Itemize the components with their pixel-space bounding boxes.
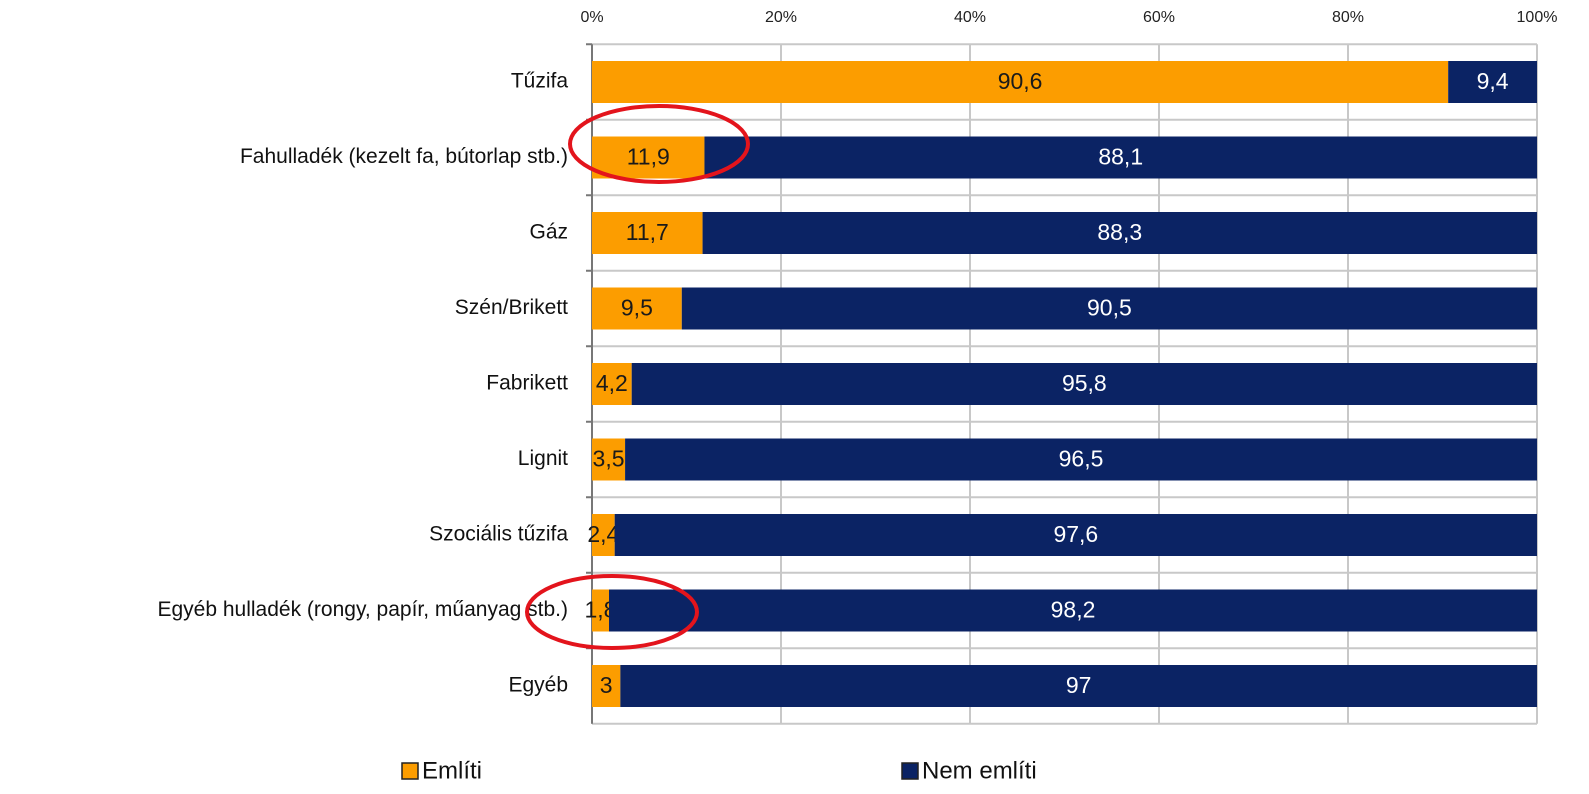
bar-segment [631, 363, 1537, 405]
category-label: Fabrikett [486, 372, 568, 395]
x-tick-label: 80% [1332, 9, 1364, 26]
bar-segment [592, 212, 703, 254]
bar-segment [592, 514, 615, 556]
data-label: 97 [1066, 672, 1092, 698]
data-label: 95,8 [1062, 370, 1107, 396]
category-label: Szociális tűzifa [429, 523, 568, 546]
data-label: 9,4 [1477, 68, 1509, 94]
legend-swatch [901, 762, 919, 780]
bar-segment [620, 665, 1537, 707]
data-label: 88,3 [1097, 219, 1142, 245]
category-label: Gáz [529, 221, 568, 244]
data-label: 3 [600, 672, 613, 698]
data-label: 90,6 [998, 68, 1043, 94]
bar-segment [592, 589, 610, 632]
bar-segment [702, 212, 1537, 254]
bar-segment [614, 514, 1537, 556]
bar-segment [592, 363, 632, 405]
bar-segment [592, 61, 1449, 103]
data-label: 9,5 [621, 295, 653, 321]
category-label: Fahulladék (kezelt fa, bútorlap stb.) [240, 145, 568, 168]
category-label: Egyéb [508, 674, 568, 697]
highlight-ellipse [568, 104, 750, 184]
bar-segment [1448, 61, 1537, 103]
legend-label: Nem említi [922, 757, 1037, 784]
x-tick-label: 20% [765, 9, 797, 26]
x-tick-label: 0% [580, 9, 603, 26]
bar-segment [592, 665, 621, 707]
data-label: 97,6 [1053, 521, 1098, 547]
data-label: 11,7 [626, 219, 669, 245]
data-label: 2,4 [587, 521, 619, 547]
plot-area: 0% 20% 40% 60% 80% 100% Tűzifa 90,6 9,4 Fahulladé… [157, 9, 1557, 784]
category-label: Tűzifa [511, 70, 569, 93]
data-label: 90,5 [1087, 295, 1132, 321]
data-label: 98,2 [1051, 597, 1096, 623]
bar-segment [592, 287, 682, 330]
legend-swatch [401, 762, 419, 780]
bar-segment [625, 438, 1537, 481]
data-label: 4,2 [596, 370, 628, 396]
x-tick-label: 100% [1517, 9, 1558, 26]
bar-segment [704, 136, 1537, 179]
bar-segment [681, 287, 1537, 330]
bar-segment [592, 438, 626, 481]
data-label: 11,9 [627, 144, 670, 170]
highlight-ellipse [525, 574, 699, 650]
bar-segment [609, 589, 1537, 632]
data-label: 88,1 [1098, 144, 1143, 170]
category-label: Lignit [518, 447, 568, 470]
data-label: 96,5 [1059, 446, 1104, 472]
data-label: 3,5 [593, 446, 625, 472]
legend-label: Említi [422, 757, 482, 784]
bar-segment [592, 136, 705, 179]
x-tick-label: 60% [1143, 9, 1175, 26]
category-label: Egyéb hulladék (rongy, papír, műanyag st… [157, 598, 568, 621]
x-tick-label: 40% [954, 9, 986, 26]
category-label: Szén/Brikett [455, 296, 568, 319]
